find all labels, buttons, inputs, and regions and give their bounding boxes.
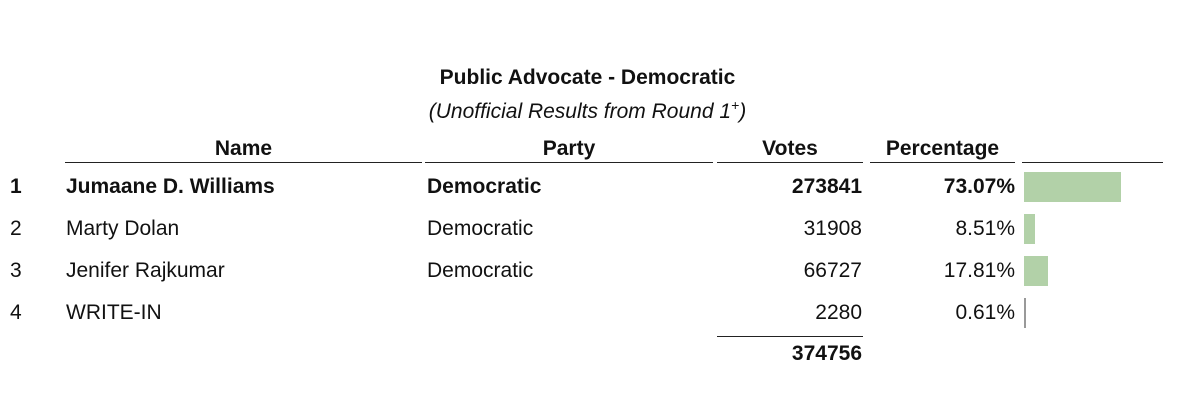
header-rule (425, 162, 713, 163)
percentage-bar (1024, 214, 1036, 244)
column-header: Name (214, 137, 273, 160)
rank: 1 (10, 175, 22, 198)
percentage-bar (1024, 172, 1122, 202)
party: Democratic (427, 175, 542, 198)
header-rule (870, 162, 1015, 163)
rank: 4 (10, 301, 22, 324)
percentage: 17.81% (943, 259, 1015, 282)
percentage-bar (1024, 298, 1026, 328)
candidate-name: WRITE-IN (66, 301, 162, 324)
header-rule (65, 162, 422, 163)
votes: 31908 (803, 217, 862, 240)
subtitle-close: ) (739, 100, 747, 123)
rank: 3 (10, 259, 22, 282)
header-rule (717, 162, 863, 163)
column-header: Votes (762, 137, 818, 160)
party: Democratic (427, 259, 534, 282)
subtitle-sup: + (731, 97, 740, 113)
percentage-bar (1024, 256, 1048, 286)
percentage: 0.61% (955, 301, 1015, 324)
subtitle-text: (Unofficial Results from Round 1 (428, 100, 732, 123)
party: Democratic (427, 217, 534, 240)
title: Public Advocate - Democratic (439, 66, 736, 89)
candidate-name: Marty Dolan (66, 217, 180, 240)
percentage: 73.07% (943, 175, 1015, 198)
votes: 273841 (791, 175, 862, 198)
percentage: 8.51% (955, 217, 1015, 240)
candidate-name: Jumaane D. Williams (66, 175, 275, 198)
subtitle: (Unofficial Results from Round 1+) (0, 97, 1175, 124)
total-rule (717, 336, 863, 337)
votes: 2280 (815, 301, 862, 324)
header-rule (1022, 162, 1163, 163)
votes: 66727 (803, 259, 862, 282)
column-header: Party (542, 137, 596, 160)
total-votes: 374756 (791, 342, 862, 365)
candidate-name: Jenifer Rajkumar (66, 259, 225, 282)
column-header: Percentage (885, 137, 1000, 160)
rank: 2 (10, 217, 22, 240)
